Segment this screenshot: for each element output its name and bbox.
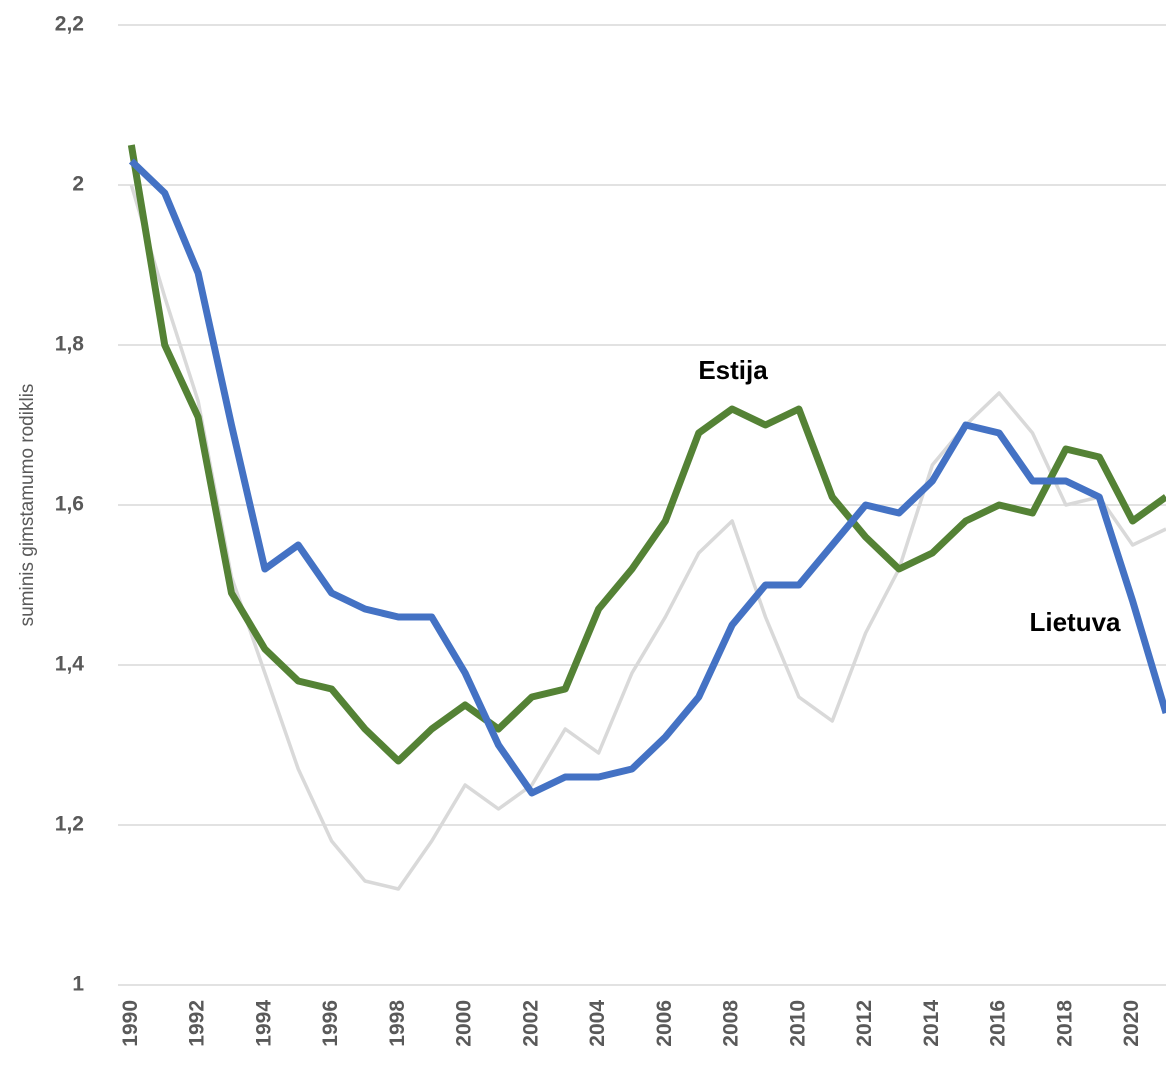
series-label: Lietuva <box>1029 607 1121 637</box>
x-tick-label: 2016 <box>987 1000 1010 1047</box>
y-tick-label: 1,8 <box>55 333 85 356</box>
x-tick-label: 1990 <box>119 1000 142 1047</box>
x-tick-label: 2002 <box>519 1000 542 1047</box>
y-tick-label: 1,2 <box>55 813 84 836</box>
x-tick-label: 1994 <box>252 1000 275 1047</box>
series-label: Estija <box>698 355 768 385</box>
line <box>127 144 1166 765</box>
x-tick-label: 1998 <box>386 1000 409 1047</box>
x-tick-label: 2004 <box>586 1000 609 1047</box>
x-tick-label: 2012 <box>853 1000 876 1047</box>
x-tick-label: 2018 <box>1053 1000 1076 1047</box>
line <box>129 184 1166 891</box>
x-tick-label: 1996 <box>319 1000 342 1047</box>
x-tick-label: 1992 <box>186 1000 209 1047</box>
x-tick-label: 2020 <box>1120 1000 1143 1047</box>
x-tick-label: 2006 <box>653 1000 676 1047</box>
y-tick-label: 1,4 <box>55 653 85 676</box>
x-tick-label: 2014 <box>920 1000 943 1047</box>
x-tick-label: 2008 <box>720 1000 743 1047</box>
y-tick-label: 2 <box>72 173 84 196</box>
y-tick-label: 1,6 <box>55 493 84 516</box>
y-axis-label: suminis gimstamumo rodiklis <box>17 384 38 627</box>
x-tick-label: 2000 <box>453 1000 476 1047</box>
y-tick-label: 2,2 <box>55 13 84 36</box>
line <box>128 158 1166 797</box>
y-tick-label: 1 <box>72 973 84 996</box>
x-tick-label: 2010 <box>786 1000 809 1047</box>
